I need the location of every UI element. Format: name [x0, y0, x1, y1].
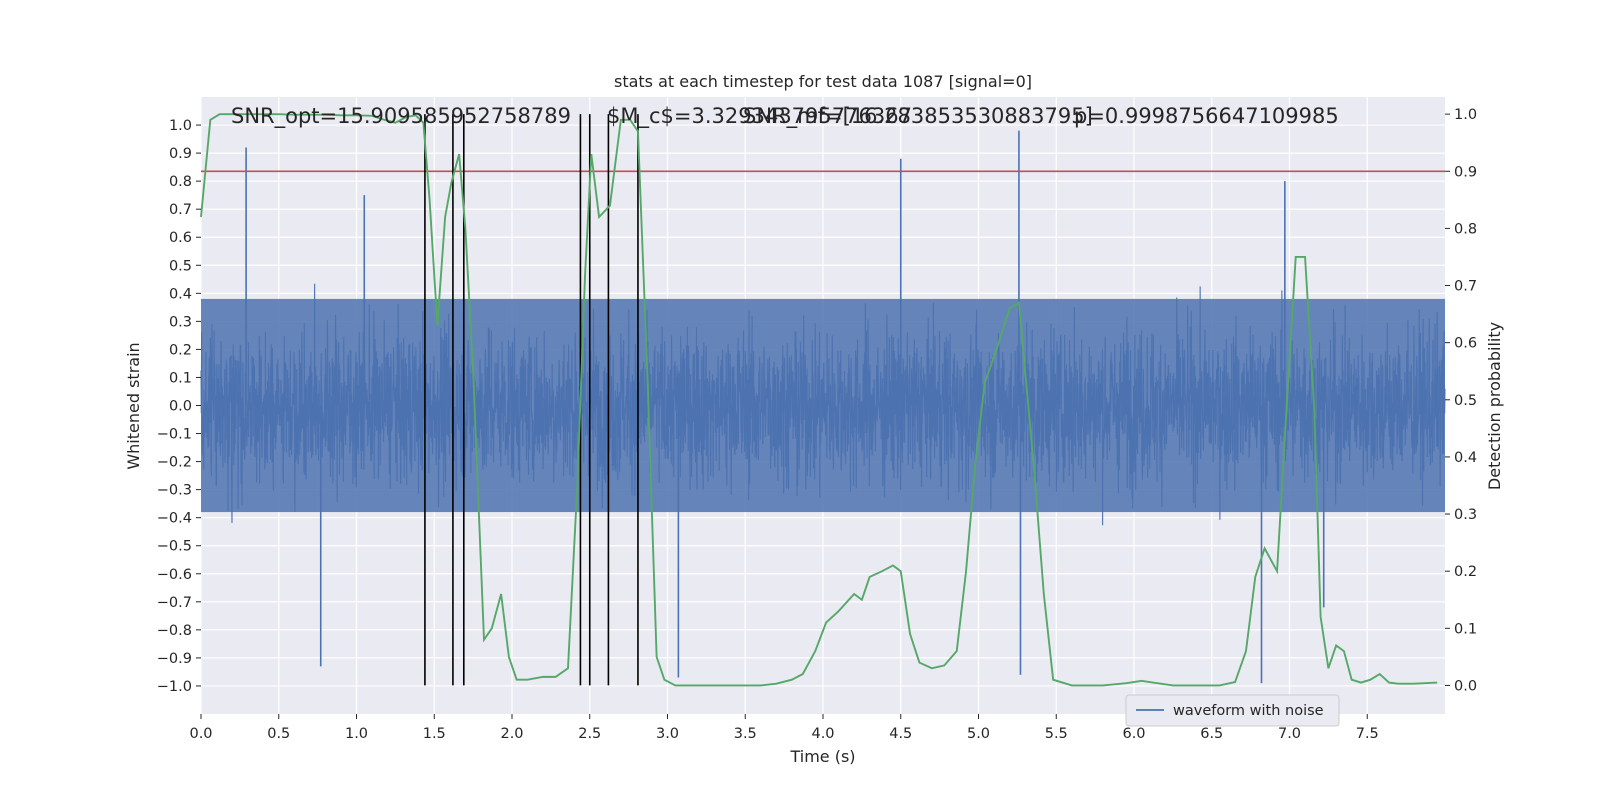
- x-tick-label: 7.5: [1356, 726, 1379, 742]
- y-left-tick-label: 0.3: [169, 314, 192, 330]
- y-left-tick-label: 0.9: [169, 146, 192, 162]
- series-detection-probability: [200, 113, 1438, 687]
- x-tick-label: 2.0: [500, 726, 523, 742]
- y-left-tick-label: −0.1: [157, 427, 192, 443]
- y-right-tick-label: 0.3: [1454, 507, 1477, 523]
- x-tick-label: 0.0: [189, 726, 212, 742]
- y-right-tick-label: 1.0: [1454, 107, 1477, 123]
- x-axis-ticks: 0.0 0.5 1.0 1.5 2.0 2.5 3.0 3.5 4.0 4.5 5.0 5.5 6.0 6…: [189, 714, 1379, 742]
- chart-title: stats at each timestep for test data 108…: [614, 72, 1032, 91]
- annotation-snr-mf: SNR_mf=[16.283853530883795]: [743, 104, 1093, 129]
- y-axis-label-right: Detection probability: [1485, 322, 1504, 490]
- vertical-markers: [424, 114, 639, 686]
- probability-line: [200, 113, 1438, 687]
- y-left-tick-label: 0.1: [169, 370, 192, 386]
- y-left-tick-label: 0.5: [169, 258, 192, 274]
- x-tick-label: 6.0: [1122, 726, 1145, 742]
- x-tick-label: 3.0: [656, 726, 679, 742]
- waveform-core: [201, 298, 1445, 513]
- y-left-tick-label: −0.6: [157, 567, 192, 583]
- y-right-tick-label: 0.6: [1454, 336, 1477, 352]
- y-left-tick-label: 0.6: [169, 230, 192, 246]
- y-left-tick-label: 0.7: [169, 202, 192, 218]
- x-tick-label: 1.0: [345, 726, 368, 742]
- x-tick-label: 4.5: [889, 726, 912, 742]
- x-tick-label: 7.0: [1278, 726, 1301, 742]
- x-tick-label: 1.5: [423, 726, 446, 742]
- x-tick-label: 3.5: [734, 726, 757, 742]
- x-tick-label: 5.5: [1045, 726, 1068, 742]
- y-left-tick-label: −0.3: [157, 483, 192, 499]
- legend-box: [1125, 694, 1340, 727]
- y-left-tick-label: 0.2: [169, 342, 192, 358]
- legend: waveform with noise: [1125, 694, 1340, 727]
- x-axis-label: Time (s): [789, 747, 855, 766]
- x-tick-label: 4.0: [811, 726, 834, 742]
- x-tick-label: 6.5: [1200, 726, 1223, 742]
- y-right-tick-label: 0.8: [1454, 221, 1477, 237]
- y-left-tick-label: −0.7: [157, 595, 192, 611]
- y-left-axis-ticks: −1.0 −0.9 −0.8 −0.7 −0.6 −0.5 −0.4 −0.3 −0.2 −0.1…: [157, 118, 201, 695]
- y-left-tick-label: −0.2: [157, 455, 192, 471]
- y-left-tick-label: −0.5: [157, 539, 192, 555]
- y-left-tick-label: −1.0: [157, 679, 192, 695]
- annotation-chirp-mass: $M_c$=3.329343795776367: [607, 104, 912, 129]
- y-right-tick-label: 0.7: [1454, 279, 1477, 295]
- y-right-tick-label: 0.9: [1454, 164, 1477, 180]
- y-left-tick-label: 0.4: [169, 286, 192, 302]
- annotation-snr-opt: SNR_opt=15.909585952758789: [231, 104, 571, 129]
- x-tick-label: 2.5: [578, 726, 601, 742]
- y-left-tick-label: −0.9: [157, 651, 192, 667]
- y-right-tick-label: 0.1: [1454, 621, 1477, 637]
- y-right-tick-label: 0.0: [1454, 678, 1477, 694]
- x-tick-label: 5.0: [967, 726, 990, 742]
- series-waveform-with-noise: [200, 130, 1446, 684]
- legend-label: waveform with noise: [1173, 703, 1324, 719]
- y-right-axis-ticks: 0.0 0.1 0.2 0.3 0.4 0.5 0.6 0.7 0.8 0.9 1.0: [1445, 107, 1477, 694]
- y-left-tick-label: 0.8: [169, 174, 192, 190]
- y-left-tick-label: 0.0: [169, 399, 192, 415]
- y-right-tick-label: 0.5: [1454, 393, 1477, 409]
- y-left-tick-label: −0.8: [157, 623, 192, 639]
- x-tick-label: 0.5: [267, 726, 290, 742]
- y-left-tick-label: −0.4: [157, 511, 192, 527]
- y-right-tick-label: 0.2: [1454, 564, 1477, 580]
- y-right-tick-label: 0.4: [1454, 450, 1477, 466]
- y-left-tick-label: 1.0: [169, 118, 192, 134]
- annotation-probability: p=0.9998756647109985: [1074, 104, 1339, 128]
- y-axis-label-left: Whitened strain: [124, 342, 143, 469]
